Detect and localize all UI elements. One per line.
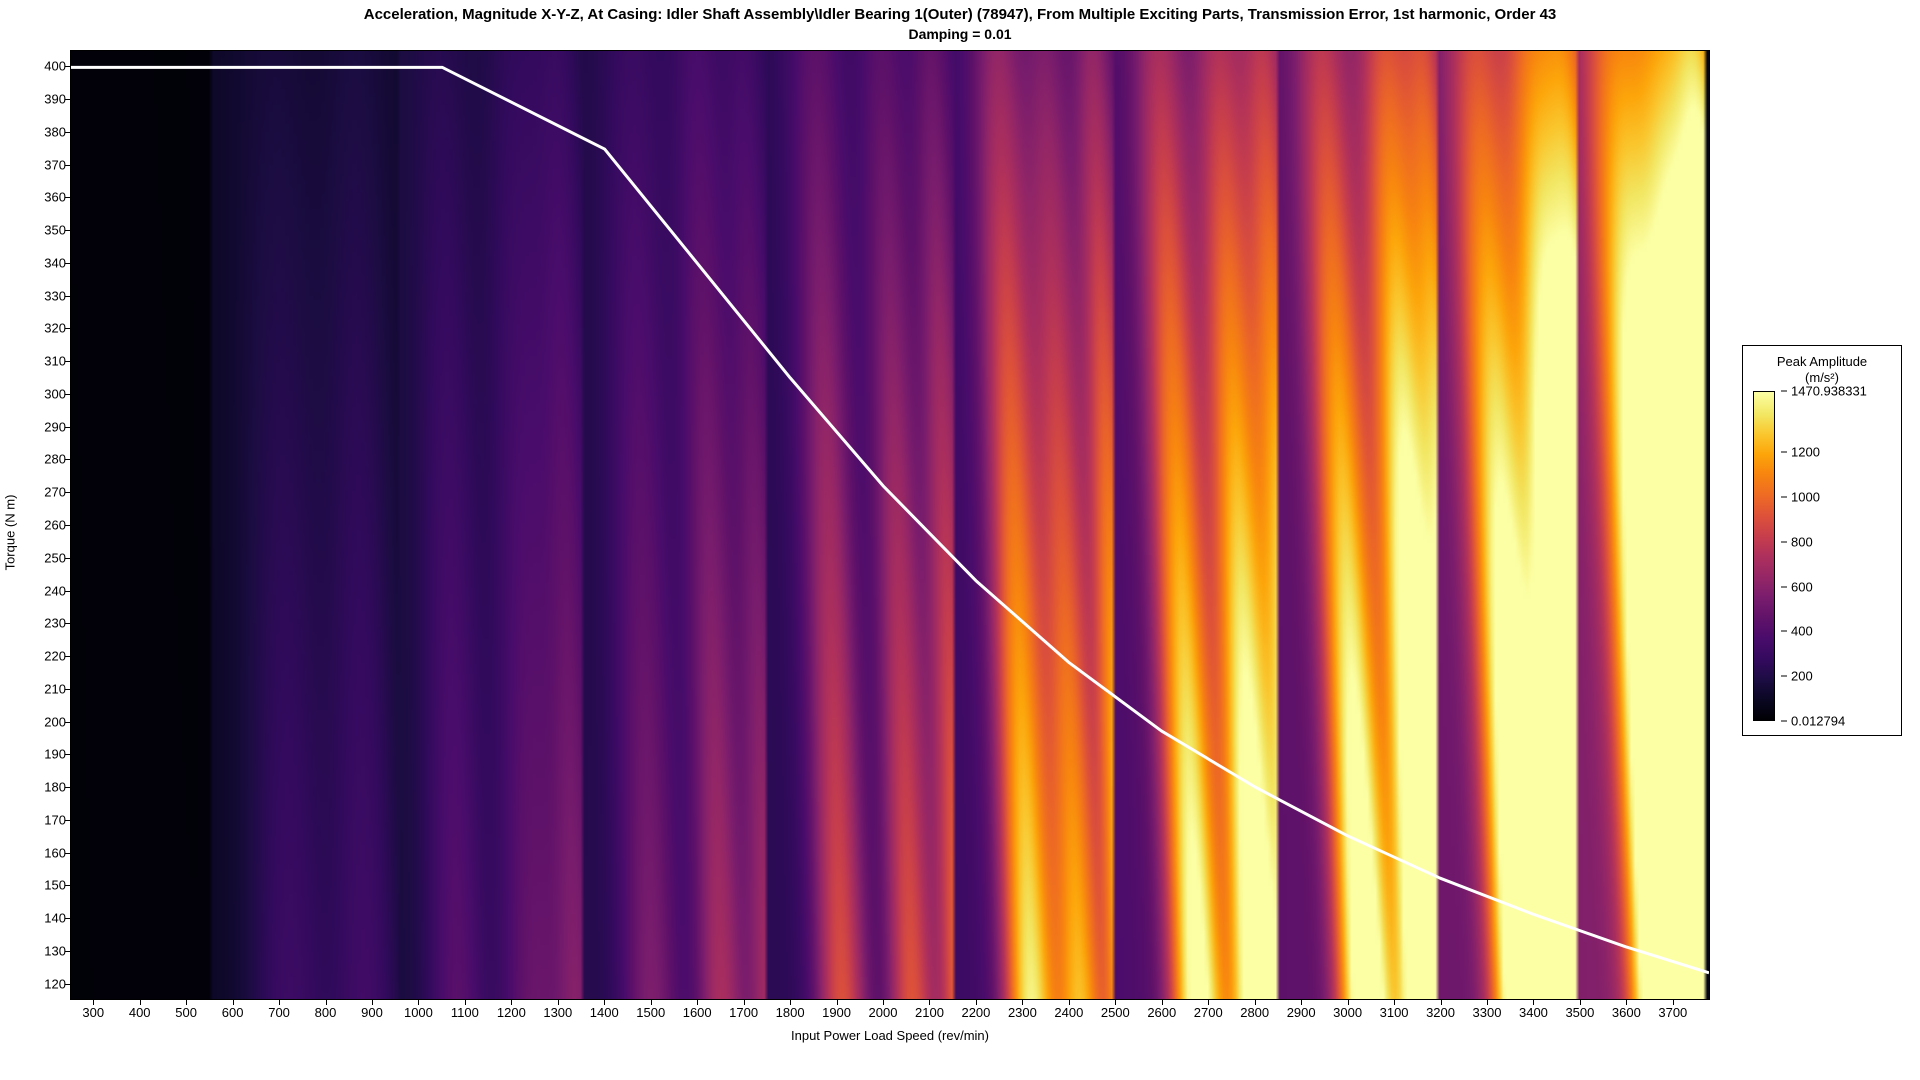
x-tick-label: 2400 (1054, 1005, 1083, 1020)
y-tick-label: 360 (16, 190, 66, 205)
x-tick-label: 900 (361, 1005, 383, 1020)
x-tick-label: 1500 (636, 1005, 665, 1020)
y-tick-label: 320 (16, 321, 66, 336)
x-tick-label: 2900 (1287, 1005, 1316, 1020)
y-tick-label: 230 (16, 616, 66, 631)
colorbar-title: Peak Amplitude (m/s²) (1753, 354, 1891, 385)
x-tick-label: 2600 (1147, 1005, 1176, 1020)
y-tick-label: 340 (16, 255, 66, 270)
x-tick-label: 3600 (1612, 1005, 1641, 1020)
y-tick-label: 130 (16, 943, 66, 958)
x-tick-label: 2100 (915, 1005, 944, 1020)
heatmap-canvas (71, 51, 1709, 999)
y-tick-label: 160 (16, 845, 66, 860)
y-tick-label: 280 (16, 452, 66, 467)
x-tick-label: 1900 (822, 1005, 851, 1020)
x-tick-label: 1000 (404, 1005, 433, 1020)
colorbar-tick-label: 1470.938331 (1781, 384, 1867, 399)
chart-title: Acceleration, Magnitude X-Y-Z, At Casing… (0, 6, 1920, 23)
x-tick-label: 1600 (683, 1005, 712, 1020)
colorbar-tick-label: 1000 (1781, 489, 1820, 504)
y-tick-label: 330 (16, 288, 66, 303)
y-tick-label: 300 (16, 386, 66, 401)
y-tick-label: 290 (16, 419, 66, 434)
y-tick-label: 370 (16, 157, 66, 172)
y-tick-label: 270 (16, 485, 66, 500)
x-tick-label: 2500 (1101, 1005, 1130, 1020)
x-tick-label: 1700 (729, 1005, 758, 1020)
y-tick-label: 390 (16, 92, 66, 107)
x-tick-label: 3000 (1333, 1005, 1362, 1020)
y-tick-label: 120 (16, 976, 66, 991)
colorbar-tick-label: 0.012794 (1781, 714, 1845, 729)
y-tick-label: 200 (16, 714, 66, 729)
x-tick-label: 2700 (1194, 1005, 1223, 1020)
x-tick-label: 600 (222, 1005, 244, 1020)
plot-area (70, 50, 1710, 1000)
x-tick-label: 700 (268, 1005, 290, 1020)
x-tick-label: 1200 (497, 1005, 526, 1020)
colorbar-gradient (1753, 391, 1775, 721)
x-tick-label: 2800 (1240, 1005, 1269, 1020)
waterfall-heatmap-chart: Acceleration, Magnitude X-Y-Z, At Casing… (0, 0, 1920, 1080)
y-tick-label: 260 (16, 518, 66, 533)
y-tick-label: 180 (16, 780, 66, 795)
y-tick-label: 220 (16, 649, 66, 664)
x-tick-label: 3700 (1658, 1005, 1687, 1020)
y-tick-label: 190 (16, 747, 66, 762)
x-tick-label: 2000 (869, 1005, 898, 1020)
y-tick-label: 310 (16, 354, 66, 369)
colorbar-ticks: 1470.938331200400600800100012000.012794 (1781, 391, 1891, 721)
y-tick-label: 150 (16, 878, 66, 893)
x-tick-label: 3400 (1519, 1005, 1548, 1020)
y-tick-label: 170 (16, 812, 66, 827)
x-tick-label: 3500 (1565, 1005, 1594, 1020)
y-tick-label: 240 (16, 583, 66, 598)
colorbar-tick-label: 400 (1781, 624, 1813, 639)
chart-subtitle: Damping = 0.01 (0, 26, 1920, 42)
x-tick-label: 300 (82, 1005, 104, 1020)
x-tick-label: 2300 (1008, 1005, 1037, 1020)
x-tick-label: 800 (315, 1005, 337, 1020)
x-tick-label: 500 (175, 1005, 197, 1020)
y-tick-label: 350 (16, 223, 66, 238)
x-tick-label: 2200 (961, 1005, 990, 1020)
x-tick-label: 400 (129, 1005, 151, 1020)
y-tick-label: 400 (16, 59, 66, 74)
colorbar-tick-label: 1200 (1781, 444, 1820, 459)
x-tick-label: 3100 (1380, 1005, 1409, 1020)
y-tick-label: 210 (16, 681, 66, 696)
colorbar-tick-label: 200 (1781, 669, 1813, 684)
x-tick-label: 3200 (1426, 1005, 1455, 1020)
colorbar-legend: Peak Amplitude (m/s²) 1470.938331 200 400 6… (1742, 345, 1902, 736)
colorbar-tick-label: 800 (1781, 534, 1813, 549)
x-tick-label: 3300 (1473, 1005, 1502, 1020)
x-tick-label: 1400 (590, 1005, 619, 1020)
x-tick-label: 1800 (776, 1005, 805, 1020)
x-tick-label: 1100 (451, 1005, 479, 1020)
colorbar-tick-label: 600 (1781, 579, 1813, 594)
x-axis-label: Input Power Load Speed (rev/min) (0, 1028, 1780, 1043)
y-tick-label: 250 (16, 550, 66, 565)
x-tick-label: 1300 (543, 1005, 572, 1020)
y-tick-label: 140 (16, 911, 66, 926)
y-tick-label: 380 (16, 124, 66, 139)
